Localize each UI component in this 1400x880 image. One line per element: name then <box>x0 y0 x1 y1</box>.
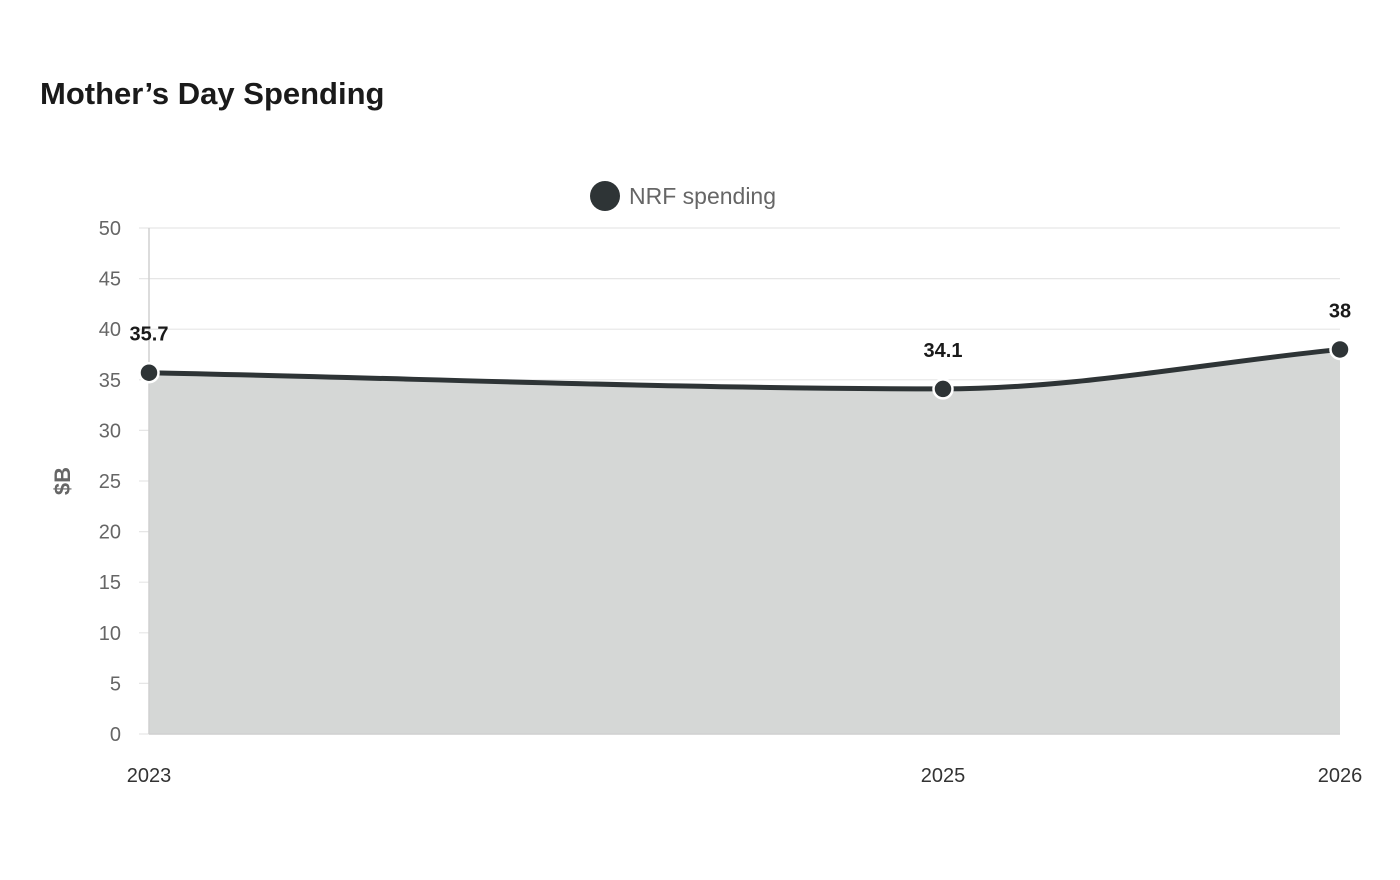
x-tick-label-2025: 2025 <box>921 765 966 787</box>
series-area-nrf-spending <box>149 349 1340 734</box>
y-tick-label: 30 <box>99 420 121 442</box>
legend-swatch-nrf-spending <box>590 181 620 211</box>
axes <box>148 228 1340 735</box>
series-line-nrf-spending <box>146 346 1343 392</box>
y-tick-label: 10 <box>99 623 121 645</box>
y-axis-title: $B <box>50 467 75 495</box>
data-point-2023[interactable] <box>138 361 160 384</box>
data-label-2023: 35.7 <box>130 324 169 346</box>
y-axis-ticks: 0 5 10 15 20 25 30 35 40 45 50 <box>99 218 121 746</box>
y-tick-label: 0 <box>110 724 121 746</box>
chart-title: Mother’s Day Spending <box>40 76 385 111</box>
data-points <box>138 338 1351 400</box>
legend[interactable]: NRF spending <box>590 180 776 212</box>
x-axis-ticks: 2023 2025 2026 <box>127 765 1363 787</box>
y-tick-label: 40 <box>99 319 121 341</box>
data-labels: 35.7 34.1 38 <box>130 300 1352 361</box>
y-tick-label: 5 <box>110 673 121 695</box>
x-tick-label-2023: 2023 <box>127 765 172 787</box>
area-fill-layer <box>149 349 1340 734</box>
y-tick-label: 15 <box>99 572 121 594</box>
y-tick-label: 35 <box>99 370 121 392</box>
x-tick-label-2026: 2026 <box>1318 765 1363 787</box>
data-label-2025: 34.1 <box>924 340 963 362</box>
data-point-2026[interactable] <box>1329 338 1351 361</box>
y-tick-label: 45 <box>99 269 121 291</box>
data-label-2026: 38 <box>1329 300 1351 322</box>
legend-label-nrf-spending: NRF spending <box>629 182 777 209</box>
series-line-layer <box>146 346 1343 392</box>
y-tick-label: 25 <box>99 471 121 493</box>
data-point-2025[interactable] <box>932 378 954 400</box>
y-tick-label: 50 <box>99 218 121 240</box>
y-tick-label: 20 <box>99 522 121 544</box>
